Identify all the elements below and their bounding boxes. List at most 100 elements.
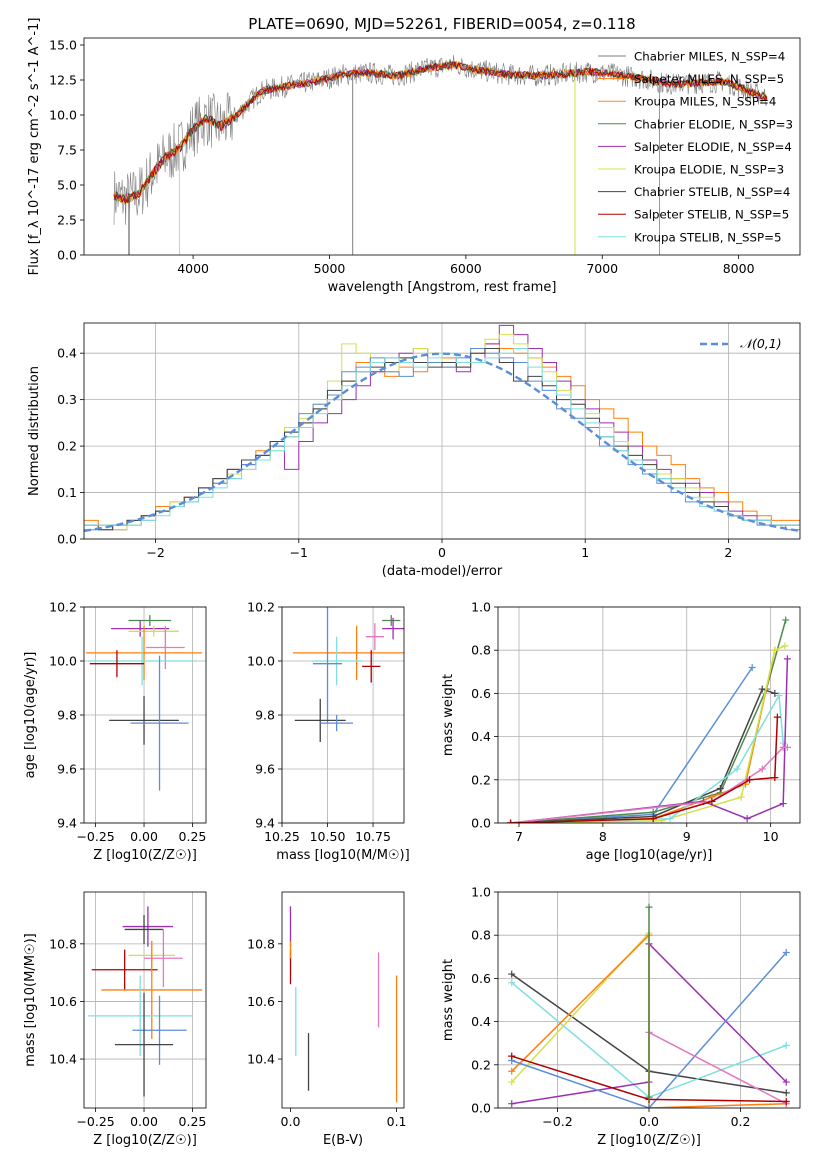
legend-label: Chabrier ELODIE, N_SSP=3: [634, 117, 793, 131]
weight-marker: [508, 1100, 516, 1108]
weight-marker: [775, 692, 783, 700]
x-tick-label: 10.25: [264, 829, 300, 844]
x-tick-label: 0.25: [179, 1114, 207, 1129]
x-tick-label: 6000: [450, 261, 482, 276]
y-tick-label: 10.0: [49, 108, 77, 123]
plot-area: [508, 903, 790, 1108]
y-tick-label: 10.8: [247, 936, 275, 951]
x-tick-label: 9: [683, 829, 691, 844]
y-tick-label: 2.5: [57, 213, 77, 228]
weight-line: [510, 658, 789, 823]
legend-label: Salpeter MILES, N_SSP=5: [634, 72, 784, 86]
x-tick-label: −2: [146, 545, 164, 560]
y-tick-label: 9.6: [57, 762, 77, 777]
x-tick-label: −0.25: [76, 1114, 114, 1129]
legend: Chabrier MILES, N_SSP=4 Salpeter MILES, N…: [598, 50, 793, 244]
plot-area: [85, 615, 203, 791]
y-tick-label: 0.1: [57, 485, 77, 500]
error-bar: [101, 940, 203, 1039]
weight-marker: [666, 815, 674, 823]
x-tick-label: 7: [515, 829, 523, 844]
y-tick-label: 10.2: [49, 600, 77, 615]
weight-marker: [758, 765, 766, 773]
x-tick-label: 8: [599, 829, 607, 844]
x-tick-label: 10: [763, 829, 779, 844]
y-tick-label: 12.5: [49, 73, 77, 88]
weight-marker: [773, 713, 781, 721]
panel-age-vs-Z: −0.25 0.00 0.25 9.4 9.6 9.8 10.0 10.2 Z [log10(Z…: [23, 600, 207, 863]
y-tick-label: 0.3: [57, 392, 77, 407]
spectrum-line: [113, 60, 768, 202]
y-tick-label: 0.2: [471, 1057, 491, 1072]
weight-marker: [645, 903, 653, 911]
error-bar: [128, 625, 179, 637]
weight-marker: [779, 800, 787, 808]
panel-mass-vs-EBV: 0.0 0.1 10.4 10.6 10.8 E(B-V): [247, 891, 407, 1148]
panel-mass-vs-Z: −0.25 0.00 0.25 10.4 10.6 10.8 Z [log10(Z/Z☉)]…: [23, 891, 207, 1148]
x-axis-label: Z [log10(Z/Z☉)]: [597, 1133, 701, 1148]
weight-marker: [508, 1078, 516, 1086]
weight-line: [648, 1031, 787, 1105]
weight-marker: [758, 685, 766, 693]
y-tick-label: 0.0: [57, 532, 77, 547]
weight-marker: [645, 1093, 653, 1101]
x-tick-label: 0.2: [731, 1114, 751, 1129]
y-tick-label: 0.0: [471, 816, 491, 831]
error-bar: [87, 975, 193, 1057]
y-tick-label: 10.0: [247, 654, 275, 669]
x-axis-label: wavelength [Angstrom, rest frame]: [328, 280, 557, 295]
error-bar: [132, 995, 187, 1065]
plot-area: [84, 324, 800, 539]
axes-frame: [83, 606, 207, 824]
weight-marker: [716, 784, 724, 792]
weight-marker: [507, 819, 515, 823]
weight-marker: [737, 793, 745, 801]
legend-label: Salpeter STELIB, N_SSP=5: [634, 208, 789, 222]
weight-marker: [743, 815, 751, 823]
error-bar: [382, 615, 401, 626]
x-tick-label: 10.50: [310, 829, 346, 844]
y-tick-label: 5.0: [57, 178, 77, 193]
x-tick-label: 2: [724, 545, 732, 560]
panel-weight-vs-age: 7 8 9 10 0.0 0.2 0.4 0.6 0.8 1.0 age [log10(age/yr…: [441, 600, 801, 863]
weight-marker: [782, 1041, 790, 1049]
plot-area: [113, 55, 768, 255]
x-tick-label: 0.00: [130, 829, 158, 844]
weight-marker: [508, 970, 516, 978]
error-bar: [128, 615, 172, 626]
weight-marker: [783, 743, 791, 751]
x-tick-label: −1: [290, 545, 308, 560]
weight-marker: [733, 765, 741, 773]
x-tick-label: 5000: [314, 261, 346, 276]
error-bar: [109, 696, 179, 745]
panel-weight-vs-Z: −0.2 0.0 0.2 0.0 0.2 0.4 0.6 0.8 1.0 Z [log10(Z/Z…: [441, 885, 801, 1148]
y-tick-label: 1.0: [471, 600, 491, 615]
y-tick-label: 0.0: [57, 248, 77, 263]
y-tick-label: 0.8: [471, 928, 491, 943]
axes-frame: [83, 37, 801, 256]
chart-title: PLATE=0690, MJD=52261, FIBERID=0054, z=0…: [248, 15, 635, 33]
error-bar: [89, 650, 145, 678]
y-tick-label: 0.8: [471, 643, 491, 658]
error-bar: [124, 915, 164, 944]
y-tick-label: 0.6: [471, 971, 491, 986]
normal-curve: [84, 352, 800, 533]
weight-marker: [771, 646, 779, 654]
weight-marker: [508, 1067, 516, 1075]
legend-label: Kroupa MILES, N_SSP=4: [634, 95, 776, 109]
y-tick-label: 10.4: [247, 1052, 275, 1067]
y-tick-label: 9.6: [255, 762, 275, 777]
y-tick-label: 7.5: [57, 143, 77, 158]
axes-frame: [83, 891, 207, 1109]
x-tick-label: 8000: [723, 261, 755, 276]
y-tick-label: 1.0: [471, 885, 491, 900]
weight-line: [510, 693, 784, 823]
y-axis-label: Flux [f_λ 10^-17 erg cm^-2 s^-1 A^-1]: [27, 18, 42, 276]
y-tick-label: 0.0: [471, 1101, 491, 1116]
y-tick-label: 9.8: [255, 708, 275, 723]
y-axis-label: mass weight: [441, 674, 456, 756]
weight-marker: [508, 979, 516, 987]
error-bar: [114, 992, 174, 1097]
plot-area: [507, 616, 791, 823]
